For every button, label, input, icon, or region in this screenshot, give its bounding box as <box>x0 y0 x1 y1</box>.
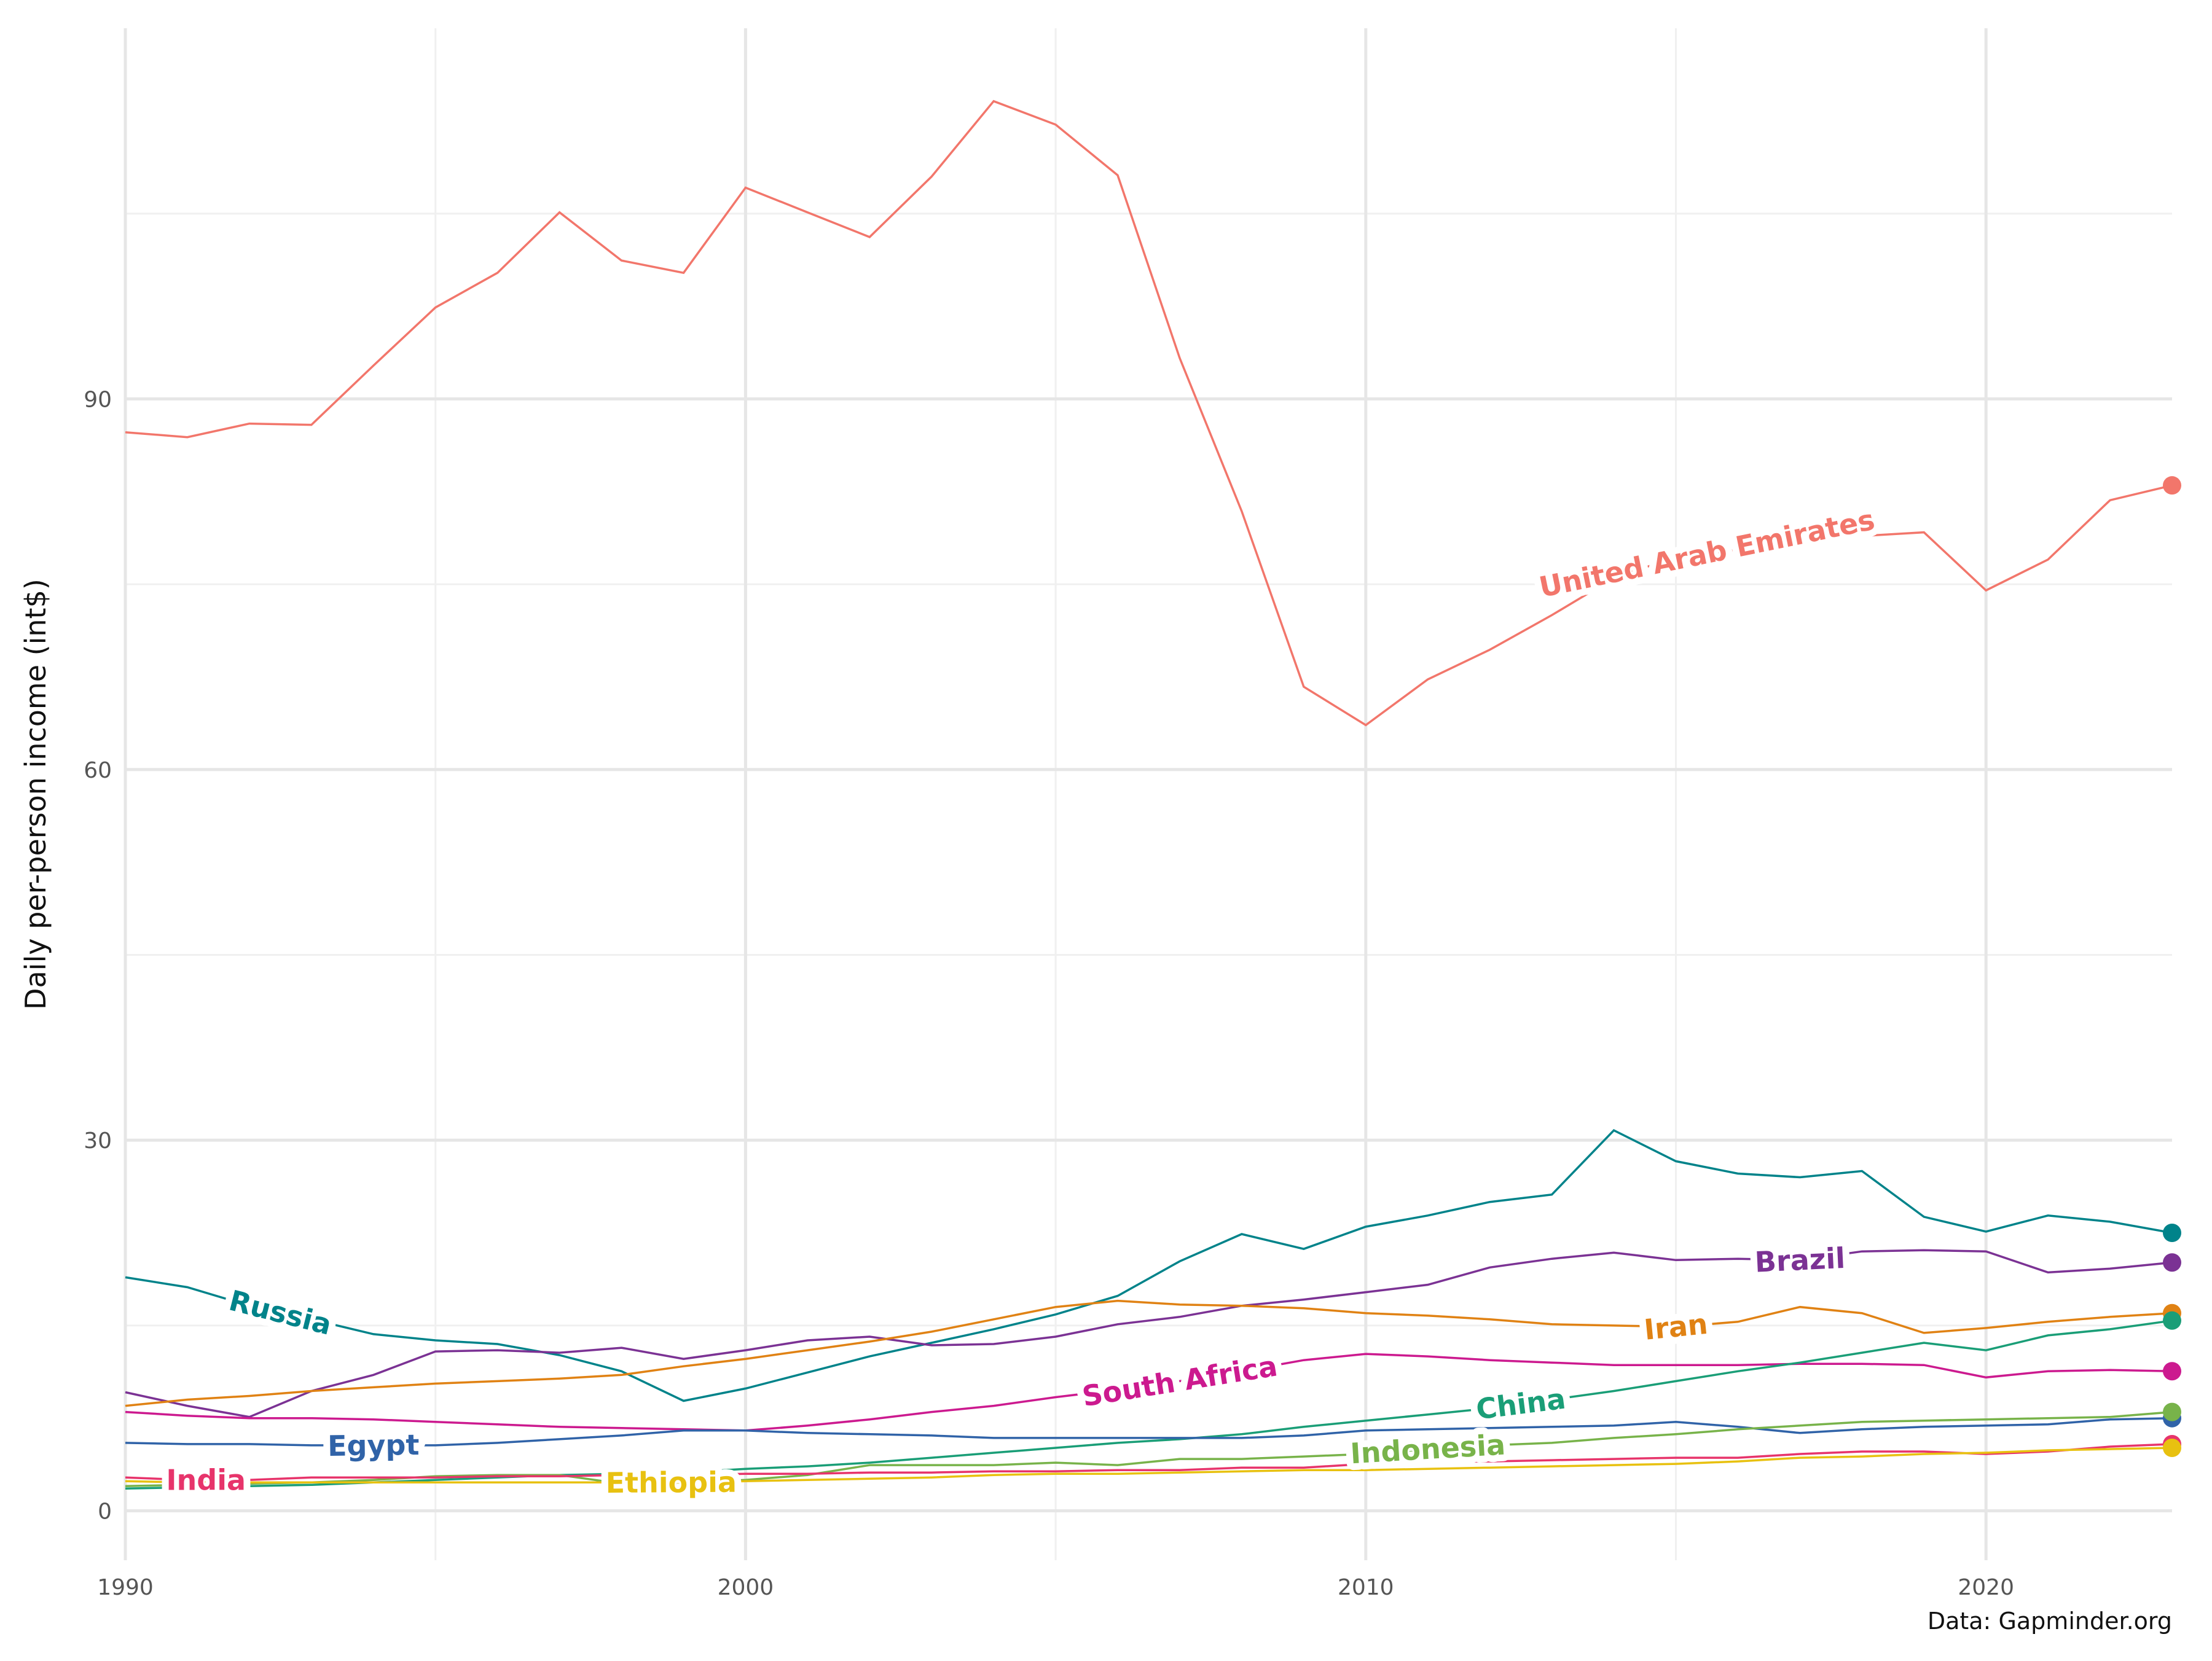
series-line <box>125 1447 2173 1484</box>
labels: United Arab Emirates Russia Brazil Iran Sout… <box>159 496 1884 1506</box>
end-point <box>2163 1362 2181 1381</box>
legend-label: Egypt <box>327 1428 420 1463</box>
legend-label: India <box>166 1463 246 1496</box>
y-tick-label: 30 <box>84 1128 112 1154</box>
y-tick-label: 60 <box>84 758 112 783</box>
legend-label: United Arab Emirates <box>1536 502 1877 604</box>
end-point <box>2163 1224 2181 1243</box>
series-line <box>125 1128 2173 1402</box>
caption: Data: Gapminder.org <box>1928 1608 2172 1635</box>
legend-label: Russia <box>226 1284 335 1342</box>
series-line <box>125 1353 2173 1432</box>
series-line <box>125 1443 2173 1482</box>
end-point <box>2163 1311 2181 1330</box>
series-line <box>125 1410 2173 1488</box>
series-line <box>125 1299 2173 1407</box>
y-tick-label: 0 <box>98 1499 112 1525</box>
legend-label: Indonesia <box>1349 1428 1506 1471</box>
legend-label: Brazil <box>1754 1241 1846 1279</box>
x-tick-label: 2010 <box>1338 1575 1394 1600</box>
x-tick-label: 2020 <box>1958 1575 2014 1600</box>
x-tick-label: 2000 <box>718 1575 774 1600</box>
y-axis-title: Daily per-person income (int$) <box>19 579 52 1010</box>
series-line <box>125 1417 2173 1447</box>
series-line <box>125 1249 2173 1418</box>
legend-label: China <box>1474 1382 1567 1426</box>
x-tick-label: 1990 <box>97 1575 154 1600</box>
legend-label: Ethiopia <box>605 1466 737 1499</box>
end-point <box>2163 1438 2181 1457</box>
lines <box>125 100 2181 1490</box>
grid: 0 30 60 90 1990 2000 2010 2020 <box>84 28 2172 1600</box>
y-tick-label: 90 <box>84 387 112 412</box>
end-point <box>2163 1253 2181 1272</box>
series-line <box>125 1319 2173 1490</box>
series-line <box>125 100 2173 727</box>
legend-label: South Africa <box>1080 1349 1279 1413</box>
end-point <box>2163 1402 2181 1421</box>
end-point <box>2163 476 2181 495</box>
legend-label: Iran <box>1642 1307 1709 1346</box>
